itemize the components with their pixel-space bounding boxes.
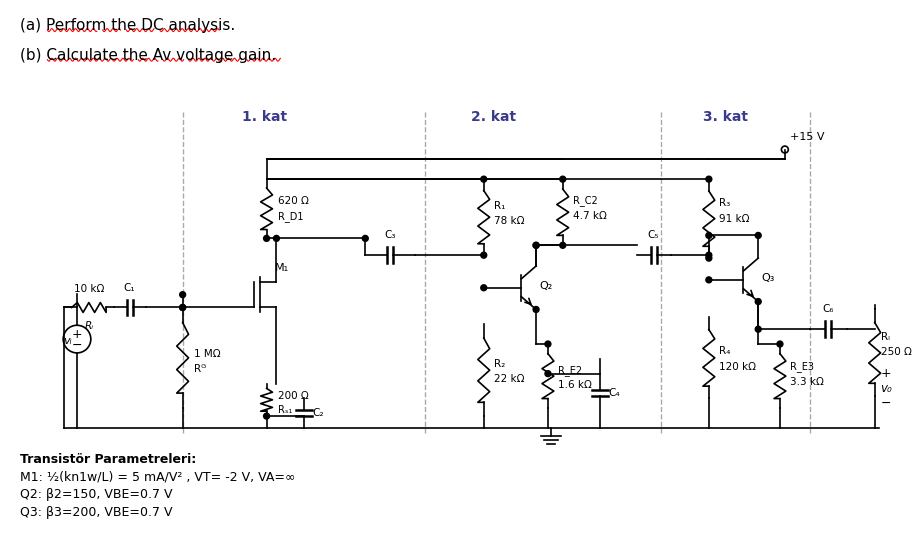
Circle shape <box>755 233 761 238</box>
Text: 1. kat: 1. kat <box>242 110 287 124</box>
Circle shape <box>263 413 270 419</box>
Circle shape <box>755 326 761 332</box>
Text: vᵢ: vᵢ <box>63 336 72 346</box>
Text: +: + <box>71 328 82 340</box>
Circle shape <box>777 341 783 347</box>
Text: Q2: β2=150, VBE=0.7 V: Q2: β2=150, VBE=0.7 V <box>20 488 172 501</box>
Circle shape <box>706 277 712 283</box>
Circle shape <box>545 341 551 347</box>
Circle shape <box>559 176 566 182</box>
Circle shape <box>706 176 712 182</box>
Text: R₂: R₂ <box>494 359 505 369</box>
Text: 3.3 kΩ: 3.3 kΩ <box>790 376 824 387</box>
Circle shape <box>273 235 280 241</box>
Circle shape <box>706 233 712 238</box>
Text: 78 kΩ: 78 kΩ <box>494 216 524 226</box>
Text: M₁: M₁ <box>274 263 289 273</box>
Text: C₁: C₁ <box>123 282 135 293</box>
Text: Rᴳ: Rᴳ <box>195 364 207 374</box>
Circle shape <box>362 235 368 241</box>
Circle shape <box>755 299 761 304</box>
Circle shape <box>706 255 712 261</box>
Circle shape <box>533 242 539 248</box>
Text: +: + <box>880 367 891 380</box>
Text: +15 V: +15 V <box>790 132 824 142</box>
Text: R_E2: R_E2 <box>558 365 582 376</box>
Text: Q₂: Q₂ <box>539 281 552 291</box>
Text: 1 MΩ: 1 MΩ <box>195 349 221 359</box>
Text: v₀: v₀ <box>880 382 892 395</box>
Text: 1.6 kΩ: 1.6 kΩ <box>558 381 591 390</box>
Text: 2. kat: 2. kat <box>471 110 516 124</box>
Text: Rₗ: Rₗ <box>880 332 889 342</box>
Text: 10 kΩ: 10 kΩ <box>74 284 104 294</box>
Text: C₅: C₅ <box>648 230 659 241</box>
Text: (b) Calculate the Av voltage gain.: (b) Calculate the Av voltage gain. <box>20 48 276 63</box>
Text: Rₛ₁: Rₛ₁ <box>279 405 292 415</box>
Text: M1: ½(kn1w/L) = 5 mA/V² , VT= -2 V, VA=∞: M1: ½(kn1w/L) = 5 mA/V² , VT= -2 V, VA=∞ <box>20 470 295 483</box>
Text: C₂: C₂ <box>312 408 324 418</box>
Text: −: − <box>880 397 891 410</box>
Circle shape <box>559 242 566 248</box>
Circle shape <box>706 252 712 258</box>
Text: Rᵢ: Rᵢ <box>84 321 93 331</box>
Text: 250 Ω: 250 Ω <box>880 347 911 357</box>
Circle shape <box>263 235 270 241</box>
Text: 3. kat: 3. kat <box>703 110 749 124</box>
Text: 620 Ω: 620 Ω <box>279 196 309 206</box>
Text: 22 kΩ: 22 kΩ <box>494 374 524 383</box>
Circle shape <box>533 242 539 248</box>
Circle shape <box>180 304 186 310</box>
Text: Q₃: Q₃ <box>761 273 774 283</box>
Text: R₁: R₁ <box>494 201 505 211</box>
Circle shape <box>180 292 186 297</box>
Text: R_E3: R_E3 <box>790 361 813 372</box>
Circle shape <box>481 285 487 291</box>
Text: 91 kΩ: 91 kΩ <box>718 214 749 223</box>
Text: C₄: C₄ <box>608 388 620 398</box>
Text: C₆: C₆ <box>823 304 834 314</box>
Text: (a) Perform the DC analysis.: (a) Perform the DC analysis. <box>20 18 235 33</box>
Circle shape <box>545 371 551 376</box>
Text: −: − <box>72 338 82 352</box>
Circle shape <box>481 176 487 182</box>
Circle shape <box>180 304 186 310</box>
Text: C₃: C₃ <box>384 230 396 241</box>
Text: Transistör Parametreleri:: Transistör Parametreleri: <box>20 453 196 466</box>
Text: Q3: β3=200, VBE=0.7 V: Q3: β3=200, VBE=0.7 V <box>20 506 172 519</box>
Text: 120 kΩ: 120 kΩ <box>718 362 756 372</box>
Circle shape <box>533 307 539 313</box>
Text: 4.7 kΩ: 4.7 kΩ <box>572 211 607 221</box>
Text: R₃: R₃ <box>718 198 730 208</box>
Text: R_C2: R_C2 <box>572 195 598 206</box>
Text: R_D1: R_D1 <box>279 211 304 222</box>
Text: R₄: R₄ <box>718 346 730 356</box>
Circle shape <box>481 252 487 258</box>
Text: 200 Ω: 200 Ω <box>279 391 309 401</box>
